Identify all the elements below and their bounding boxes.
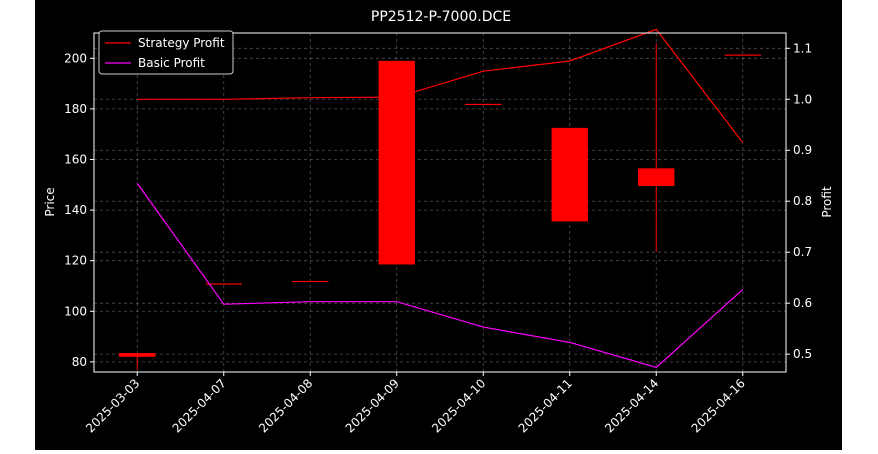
legend: Strategy Profit Basic Profit: [98, 30, 234, 75]
candle-body-2: [292, 280, 329, 283]
candle-body-5: [551, 127, 588, 222]
right-tick-label-1: 0.6: [793, 296, 812, 310]
chart-title: PP2512-P-7000.DCE: [371, 9, 511, 25]
left-tick-label-2: 120: [64, 254, 87, 268]
profit-lines: [136, 28, 744, 369]
series-line-1: [136, 183, 744, 369]
left-tick-label-4: 160: [64, 152, 87, 166]
plot-frame: [93, 32, 787, 373]
left-tick-label-0: 80: [72, 355, 87, 369]
y-axis-label-left: Price: [43, 187, 57, 216]
x-tick-label-7: 2025-04-16: [689, 376, 748, 435]
left-y-ticks: 80 100 120 140 160 180 200: [64, 51, 94, 369]
candle-body-7: [724, 54, 761, 56]
left-tick-label-5: 180: [64, 102, 87, 116]
chart-figure: PP2512-P-7000.DCE Price Profit 80 100 120 1…: [35, 0, 842, 450]
x-tick-label-0: 2025-03-03: [83, 376, 142, 435]
x-tick-label-6: 2025-04-14: [602, 376, 661, 435]
right-tick-label-2: 0.7: [793, 245, 812, 259]
right-tick-label-4: 0.9: [793, 143, 812, 157]
candle-body-0: [119, 353, 156, 357]
x-tick-label-4: 2025-04-10: [429, 376, 488, 435]
candle-body-4: [465, 103, 502, 106]
candle-body-1: [205, 283, 242, 285]
legend-label-basic-profit: Basic Profit: [138, 56, 205, 70]
candles: [119, 43, 761, 370]
x-tick-label-3: 2025-04-09: [343, 376, 402, 435]
right-tick-label-6: 1.1: [793, 41, 812, 55]
candle-body-6: [638, 168, 675, 187]
legend-box: [98, 30, 234, 75]
series-line-0: [137, 28, 744, 143]
candle-body-3: [378, 60, 415, 265]
left-tick-label-6: 200: [64, 51, 87, 65]
right-tick-label-0: 0.5: [793, 347, 812, 361]
x-tick-label-2: 2025-04-08: [256, 376, 315, 435]
right-tick-label-3: 0.8: [793, 194, 812, 208]
x-tick-label-5: 2025-04-11: [516, 376, 575, 435]
y-axis-label-right: Profit: [820, 186, 834, 218]
x-ticks: 2025-03-03 2025-04-07 2025-04-08 2025-04-09…: [83, 372, 748, 435]
left-tick-label-3: 140: [64, 203, 87, 217]
right-tick-label-5: 1.0: [793, 92, 812, 106]
left-tick-label-1: 100: [64, 304, 87, 318]
legend-label-strategy-profit: Strategy Profit: [138, 36, 225, 50]
right-y-ticks: 0.5 0.6 0.7 0.8 0.9 1.0 1.1: [786, 41, 812, 361]
x-tick-label-1: 2025-04-07: [170, 376, 229, 435]
chart-svg: PP2512-P-7000.DCE Price Profit 80 100 120 1…: [43, 9, 834, 435]
